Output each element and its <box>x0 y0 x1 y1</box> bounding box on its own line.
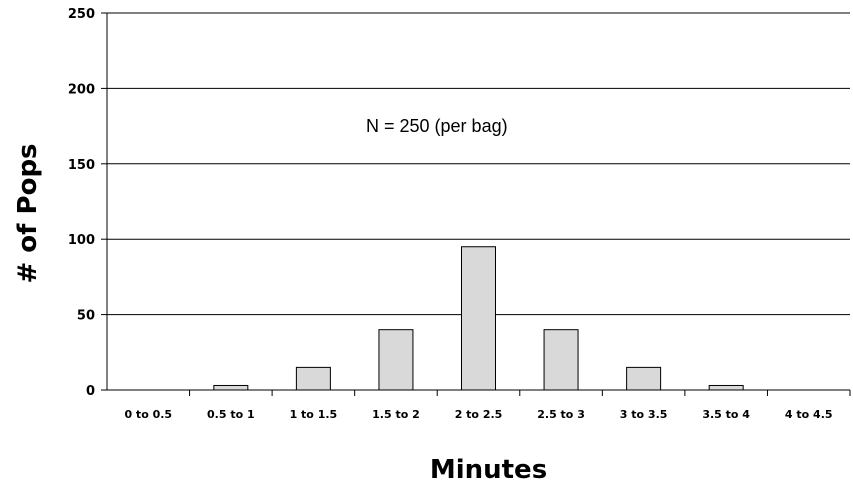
bar-1.5-to-2 <box>378 329 414 391</box>
x-tick-label: 3.5 to 4 <box>702 408 750 421</box>
bar-3-to-3.5 <box>626 366 662 391</box>
y-tick-label: 100 <box>68 233 95 248</box>
bar-1-to-1.5 <box>295 366 331 391</box>
annotation-text: N = 250 (per bag) <box>366 116 508 136</box>
bar-2.5-to-3 <box>543 329 579 391</box>
bar-3.5-to-4 <box>708 384 744 391</box>
x-tick-label: 2.5 to 3 <box>537 408 585 421</box>
y-tick-label: 0 <box>86 384 95 399</box>
y-tick-labels: 0 50 100 150 200 250 <box>68 7 95 399</box>
y-tick-label: 250 <box>68 7 95 22</box>
bar-0.5-to-1 <box>213 384 249 391</box>
x-axis-title: Minutes <box>430 455 547 485</box>
y-axis-title: # of Pops <box>13 143 43 283</box>
x-tick-label: 0 to 0.5 <box>124 408 172 421</box>
grid-lines <box>101 12 850 391</box>
x-tick-label: 2 to 2.5 <box>455 408 503 421</box>
x-tick-label: 1 to 1.5 <box>290 408 338 421</box>
x-tick-label: 3 to 3.5 <box>620 408 668 421</box>
x-tick-label: 0.5 to 1 <box>207 408 255 421</box>
x-tick-label: 1.5 to 2 <box>372 408 420 421</box>
bar-2-to-2.5 <box>461 246 496 391</box>
x-tick-label: 4 to 4.5 <box>785 408 833 421</box>
x-tick-labels: 0 to 0.5 0.5 to 1 1 to 1.5 1.5 to 2 2 to 2.5… <box>124 390 851 421</box>
y-tick-label: 150 <box>68 158 95 173</box>
bars <box>213 246 744 391</box>
y-tick-label: 50 <box>77 309 95 324</box>
y-tick-label: 200 <box>68 82 95 97</box>
